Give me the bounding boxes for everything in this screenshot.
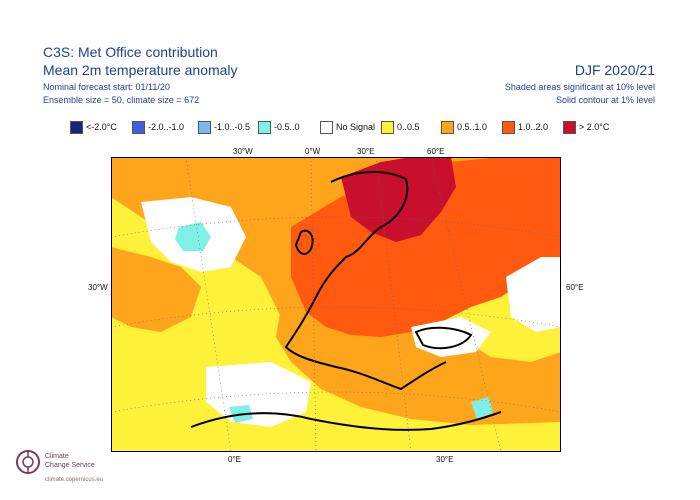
legend-swatch <box>502 120 515 134</box>
legend-label: No Signal <box>336 122 376 132</box>
coastline-europe <box>284 171 447 391</box>
legend-item-no-signal: No Signal <box>320 119 375 135</box>
copernicus-emblem-icon <box>16 450 40 474</box>
legend-swatch <box>441 120 454 134</box>
no-signal-area-east <box>506 257 561 332</box>
season-label: DJF 2020/21 <box>574 62 655 78</box>
legend-swatch <box>70 120 83 134</box>
legend-item-minus05-0: -0.5..0 <box>258 119 300 135</box>
legend-label: -1.0..-0.5 <box>214 122 251 132</box>
legend-label: <-2.0°C <box>86 122 117 132</box>
coastline-british-isles <box>294 229 314 255</box>
legend-swatch <box>132 120 145 134</box>
legend-item-05-1: 0.5..1.0 <box>441 119 487 135</box>
axis-label-top-60e: 60°E <box>427 147 445 156</box>
graticule <box>111 157 561 452</box>
forecast-start-text: Nominal forecast start: 01/11/20 <box>43 82 170 92</box>
significance-note-1pct: Solid contour at 1% level <box>555 95 655 105</box>
coastline-black-sea <box>414 326 473 350</box>
legend-swatch <box>320 120 333 134</box>
axis-label-bottom-30e: 30°E <box>436 455 454 464</box>
legend-swatch <box>381 120 394 134</box>
map-frame <box>111 157 561 452</box>
logo-url: climate.copernicus.eu <box>45 477 104 483</box>
axis-label-top-30w: 30°W <box>233 147 253 156</box>
legend-item-gt-2: > 2.0°C <box>563 119 609 135</box>
axis-label-left-30w: 30°W <box>88 283 108 292</box>
legend-label: 1.0..2.0 <box>518 122 549 132</box>
axis-label-top-0w: 0°W <box>305 147 321 156</box>
coastline-africa <box>190 411 502 431</box>
legend-item-1-2: 1.0..2.0 <box>502 119 548 135</box>
ensemble-size-text: Ensemble size = 50, climate size = 672 <box>43 95 200 105</box>
legend-item-minus2-minus1: -2.0..-1.0 <box>132 119 184 135</box>
copernicus-logo: Climate Change Service climate.copernicu… <box>14 448 134 488</box>
legend-label: 0..0.5 <box>397 122 420 132</box>
legend-label: 0.5..1.0 <box>457 122 488 132</box>
anomaly-area-cyan-east <box>471 397 493 419</box>
anomaly-area-cyan-atlantic <box>175 222 211 251</box>
legend-label: -2.0..-1.0 <box>148 122 185 132</box>
legend-item-0-05: 0..0.5 <box>381 119 420 135</box>
legend-swatch <box>563 120 576 134</box>
legend-label: -0.5..0 <box>274 122 300 132</box>
anomaly-area-red-scandinavia <box>341 157 456 242</box>
logo-text-line1: Climate <box>45 453 69 460</box>
legend-swatch <box>198 120 211 134</box>
temperature-anomaly-map <box>111 157 561 452</box>
legend-swatch <box>258 120 271 134</box>
axis-label-bottom-0e: 0°E <box>228 455 241 464</box>
map-title-line1: C3S: Met Office contribution <box>43 44 218 60</box>
axis-label-right-60e: 60°E <box>566 283 584 292</box>
legend-item-lt-minus2: <-2.0°C <box>70 119 117 135</box>
logo-text-line2: Change Service <box>45 462 95 469</box>
significance-note-10pct: Shaded areas significant at 10% level <box>504 82 655 92</box>
anomaly-area-orange-west <box>111 247 201 332</box>
map-title-line2: Mean 2m temperature anomaly <box>43 62 238 78</box>
legend-item-minus1-minus05: -1.0..-0.5 <box>198 119 250 135</box>
legend-label: > 2.0°C <box>579 122 610 132</box>
axis-label-top-30e: 30°E <box>357 147 375 156</box>
